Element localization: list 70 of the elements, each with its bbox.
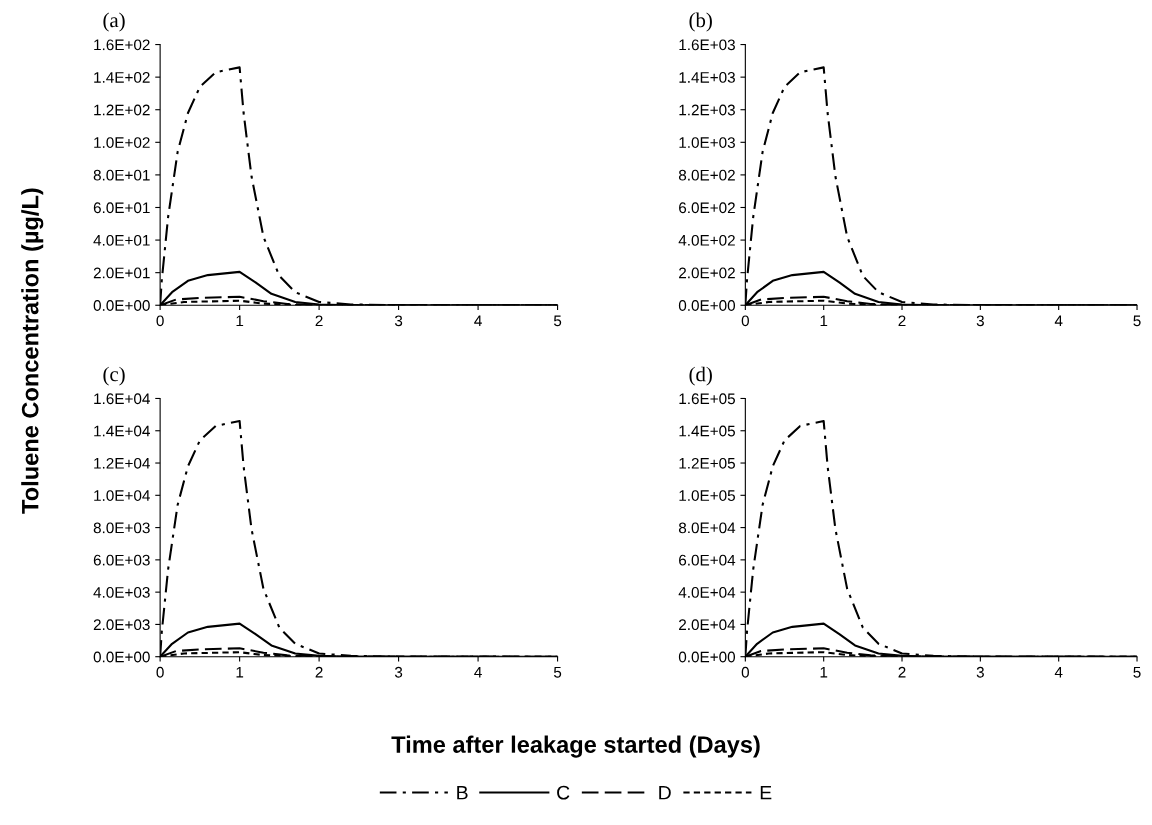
y-tick-label: 1.6E+05	[679, 393, 735, 405]
y-tick-label: 4.0E+01	[93, 234, 150, 246]
y-tick-label: 2.0E+04	[679, 619, 736, 631]
x-tick-label: 2	[315, 666, 323, 678]
x-tick-label: 3	[976, 315, 984, 327]
x-tick-label: 5	[553, 315, 562, 327]
y-tick-label: 0.0E+00	[678, 300, 736, 311]
x-tick-label: 1	[236, 315, 244, 327]
x-tick-label: 1	[820, 315, 828, 327]
y-tick-label: 2.0E+01	[93, 267, 150, 279]
legend-label: C	[557, 785, 570, 800]
x-tick-label: 4	[1054, 666, 1063, 678]
y-tick-label: 1.2E+05	[679, 457, 735, 469]
y-tick-label: 1.4E+05	[679, 425, 735, 437]
legend-label: D	[659, 785, 671, 800]
x-tick-label: 4	[1054, 315, 1063, 327]
y-tick-label: 1.4E+02	[94, 72, 150, 83]
x-tick-label: 1	[236, 666, 244, 678]
y-tick-label: 1.6E+03	[679, 39, 735, 51]
y-tick-label: 8.0E+03	[93, 522, 150, 534]
x-tick-label: 5	[1133, 315, 1141, 327]
chart-title: (d)	[689, 366, 712, 386]
x-tick-label: 0	[741, 666, 749, 678]
y-tick-label: 4.0E+02	[678, 234, 735, 246]
x-tick-label: 0	[156, 315, 164, 327]
x-tick-label: 0	[741, 315, 749, 327]
x-tick-label: 4	[474, 315, 482, 327]
y-tick-label: 2.0E+02	[679, 267, 735, 279]
y-tick-label: 1.2E+03	[679, 104, 735, 116]
y-tick-label: 1.0E+05	[679, 490, 735, 501]
x-tick-label: 2	[898, 315, 906, 327]
y-tick-label: 1.0E+04	[94, 490, 150, 501]
x-tick-label: 5	[553, 666, 562, 678]
y-tick-label: 1.0E+03	[679, 137, 735, 148]
y-tick-label: 6.0E+01	[93, 202, 150, 214]
x-tick-label: 4	[474, 666, 482, 678]
y-tick-label: 1.4E+03	[679, 72, 735, 83]
x-axis-title: Time after leakage started (Days)	[391, 735, 760, 758]
y-axis-title: Toluene Concentration (µg/L)	[21, 188, 44, 514]
y-tick-label: 1.0E+02	[94, 137, 150, 148]
y-tick-label: 6.0E+03	[93, 554, 150, 566]
y-tick-label: 8.0E+04	[678, 522, 736, 534]
y-tick-label: 2.0E+03	[93, 619, 150, 631]
y-tick-label: 4.0E+04	[678, 587, 736, 598]
x-tick-label: 3	[394, 666, 403, 678]
x-tick-label: 2	[898, 666, 906, 678]
y-tick-label: 8.0E+01	[93, 169, 150, 181]
x-tick-label: 0	[156, 666, 164, 678]
y-tick-label: 6.0E+02	[679, 202, 735, 214]
legend-label: E	[760, 785, 772, 800]
x-tick-label: 1	[820, 666, 828, 678]
y-tick-label: 0.0E+00	[678, 651, 736, 663]
x-tick-label: 2	[315, 315, 323, 327]
y-tick-label: 0.0E+00	[93, 300, 150, 311]
y-tick-label: 1.2E+02	[94, 104, 150, 116]
x-tick-label: 5	[1133, 666, 1141, 678]
chart-title: (c)	[103, 366, 125, 386]
y-tick-label: 1.6E+02	[94, 39, 150, 51]
y-tick-label: 1.4E+04	[94, 425, 150, 437]
y-tick-label: 1.6E+04	[94, 393, 150, 405]
x-tick-label: 3	[394, 315, 403, 327]
x-tick-label: 3	[976, 666, 984, 678]
chart-title: (a)	[103, 12, 125, 32]
y-tick-label: 8.0E+02	[678, 169, 735, 181]
y-tick-label: 4.0E+03	[93, 587, 150, 598]
chart-title: (b)	[689, 12, 712, 32]
y-tick-label: 1.2E+04	[94, 457, 150, 469]
y-tick-label: 0.0E+00	[93, 651, 150, 663]
y-tick-label: 6.0E+04	[679, 554, 736, 566]
legend-label: B	[457, 785, 468, 800]
